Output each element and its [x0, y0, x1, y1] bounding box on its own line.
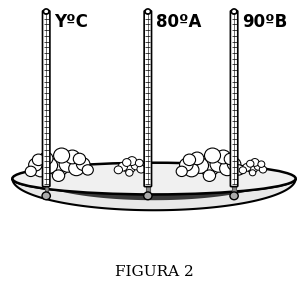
Circle shape [127, 157, 137, 165]
Circle shape [118, 162, 128, 171]
Circle shape [249, 170, 256, 176]
Circle shape [224, 153, 237, 165]
Circle shape [220, 161, 235, 176]
Circle shape [69, 161, 84, 176]
Circle shape [131, 161, 141, 170]
Circle shape [76, 158, 90, 170]
Circle shape [123, 159, 131, 166]
Circle shape [52, 170, 65, 181]
Circle shape [251, 158, 259, 166]
Circle shape [25, 166, 36, 177]
Circle shape [42, 192, 51, 200]
Text: 90ºB: 90ºB [242, 13, 287, 31]
Circle shape [145, 9, 151, 14]
Circle shape [184, 163, 199, 177]
Circle shape [183, 154, 196, 166]
Circle shape [114, 166, 123, 174]
Bar [146, 184, 149, 193]
FancyBboxPatch shape [230, 11, 238, 187]
Circle shape [246, 160, 254, 167]
Circle shape [65, 150, 80, 164]
Circle shape [41, 158, 58, 173]
Circle shape [180, 158, 193, 171]
Circle shape [192, 158, 209, 173]
Circle shape [73, 153, 86, 165]
Circle shape [258, 161, 265, 167]
Text: 80ºA: 80ºA [156, 13, 201, 31]
Polygon shape [12, 179, 296, 210]
Circle shape [259, 166, 267, 173]
Circle shape [216, 150, 231, 164]
Circle shape [136, 159, 143, 167]
Circle shape [49, 158, 68, 176]
Circle shape [200, 158, 219, 176]
Text: YºC: YºC [54, 13, 88, 31]
Circle shape [205, 148, 221, 163]
Polygon shape [31, 178, 277, 200]
Bar [233, 184, 236, 193]
Circle shape [243, 164, 251, 171]
Circle shape [233, 165, 244, 175]
Circle shape [227, 158, 241, 170]
Ellipse shape [12, 163, 296, 194]
Circle shape [54, 148, 70, 163]
Polygon shape [58, 178, 250, 193]
Circle shape [126, 169, 133, 176]
Circle shape [144, 192, 152, 200]
Circle shape [124, 162, 135, 173]
Circle shape [137, 165, 145, 173]
FancyBboxPatch shape [144, 11, 152, 187]
FancyBboxPatch shape [43, 11, 50, 187]
Circle shape [203, 170, 216, 181]
Circle shape [230, 192, 238, 200]
Circle shape [32, 154, 45, 166]
Circle shape [59, 156, 76, 172]
Circle shape [190, 152, 204, 165]
Bar [45, 184, 48, 193]
Circle shape [239, 167, 247, 174]
Circle shape [210, 156, 227, 172]
Circle shape [247, 164, 258, 173]
Circle shape [33, 163, 48, 177]
Circle shape [254, 162, 262, 170]
Circle shape [29, 158, 42, 171]
Circle shape [176, 166, 187, 177]
Circle shape [231, 9, 237, 14]
Circle shape [82, 165, 93, 175]
Circle shape [39, 152, 53, 165]
Text: FIGURA 2: FIGURA 2 [115, 265, 193, 279]
Circle shape [43, 9, 49, 14]
